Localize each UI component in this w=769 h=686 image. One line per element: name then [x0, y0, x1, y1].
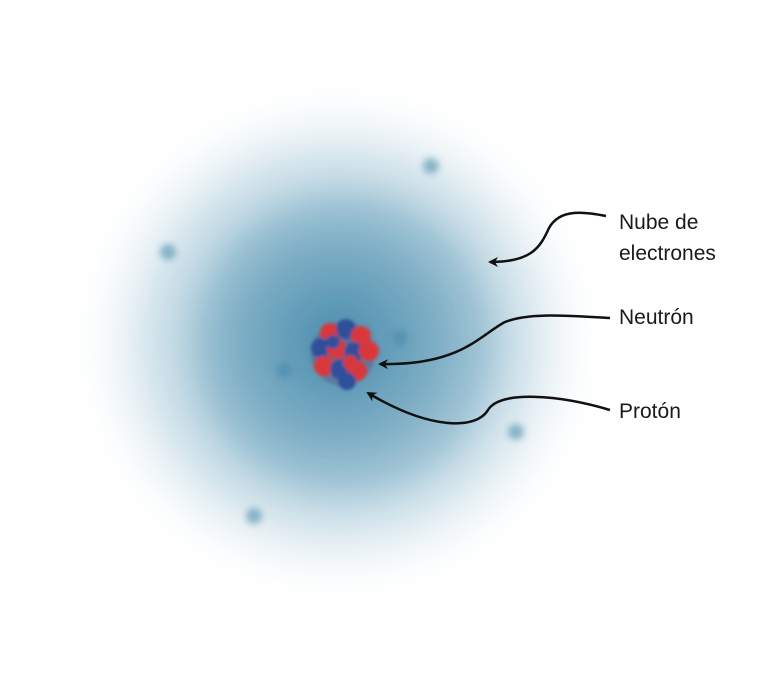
proton	[343, 355, 357, 369]
electron-cloud-label-line1: Nube de	[619, 211, 699, 234]
electron	[508, 424, 524, 440]
electron	[160, 244, 176, 260]
neutron-arrow	[378, 314, 611, 370]
electron	[276, 362, 292, 378]
neutron	[326, 335, 340, 349]
electron	[392, 330, 408, 346]
electron-cloud-arrow	[488, 211, 607, 267]
electron-cloud-label: Nube de electrones	[619, 207, 716, 269]
nucleus	[311, 319, 379, 390]
proton	[359, 341, 379, 361]
proton	[351, 326, 371, 346]
electron	[423, 158, 439, 174]
proton	[314, 356, 334, 376]
electron-cloud-label-line2: electrones	[619, 242, 716, 265]
electrons	[160, 158, 524, 524]
neutron	[311, 338, 331, 358]
proton-arrow	[366, 391, 611, 425]
proton-label: Protón	[619, 400, 681, 423]
neutron-label: Neutrón	[619, 306, 694, 329]
electron	[246, 508, 262, 524]
neutron	[336, 319, 356, 339]
neutron	[338, 372, 356, 390]
